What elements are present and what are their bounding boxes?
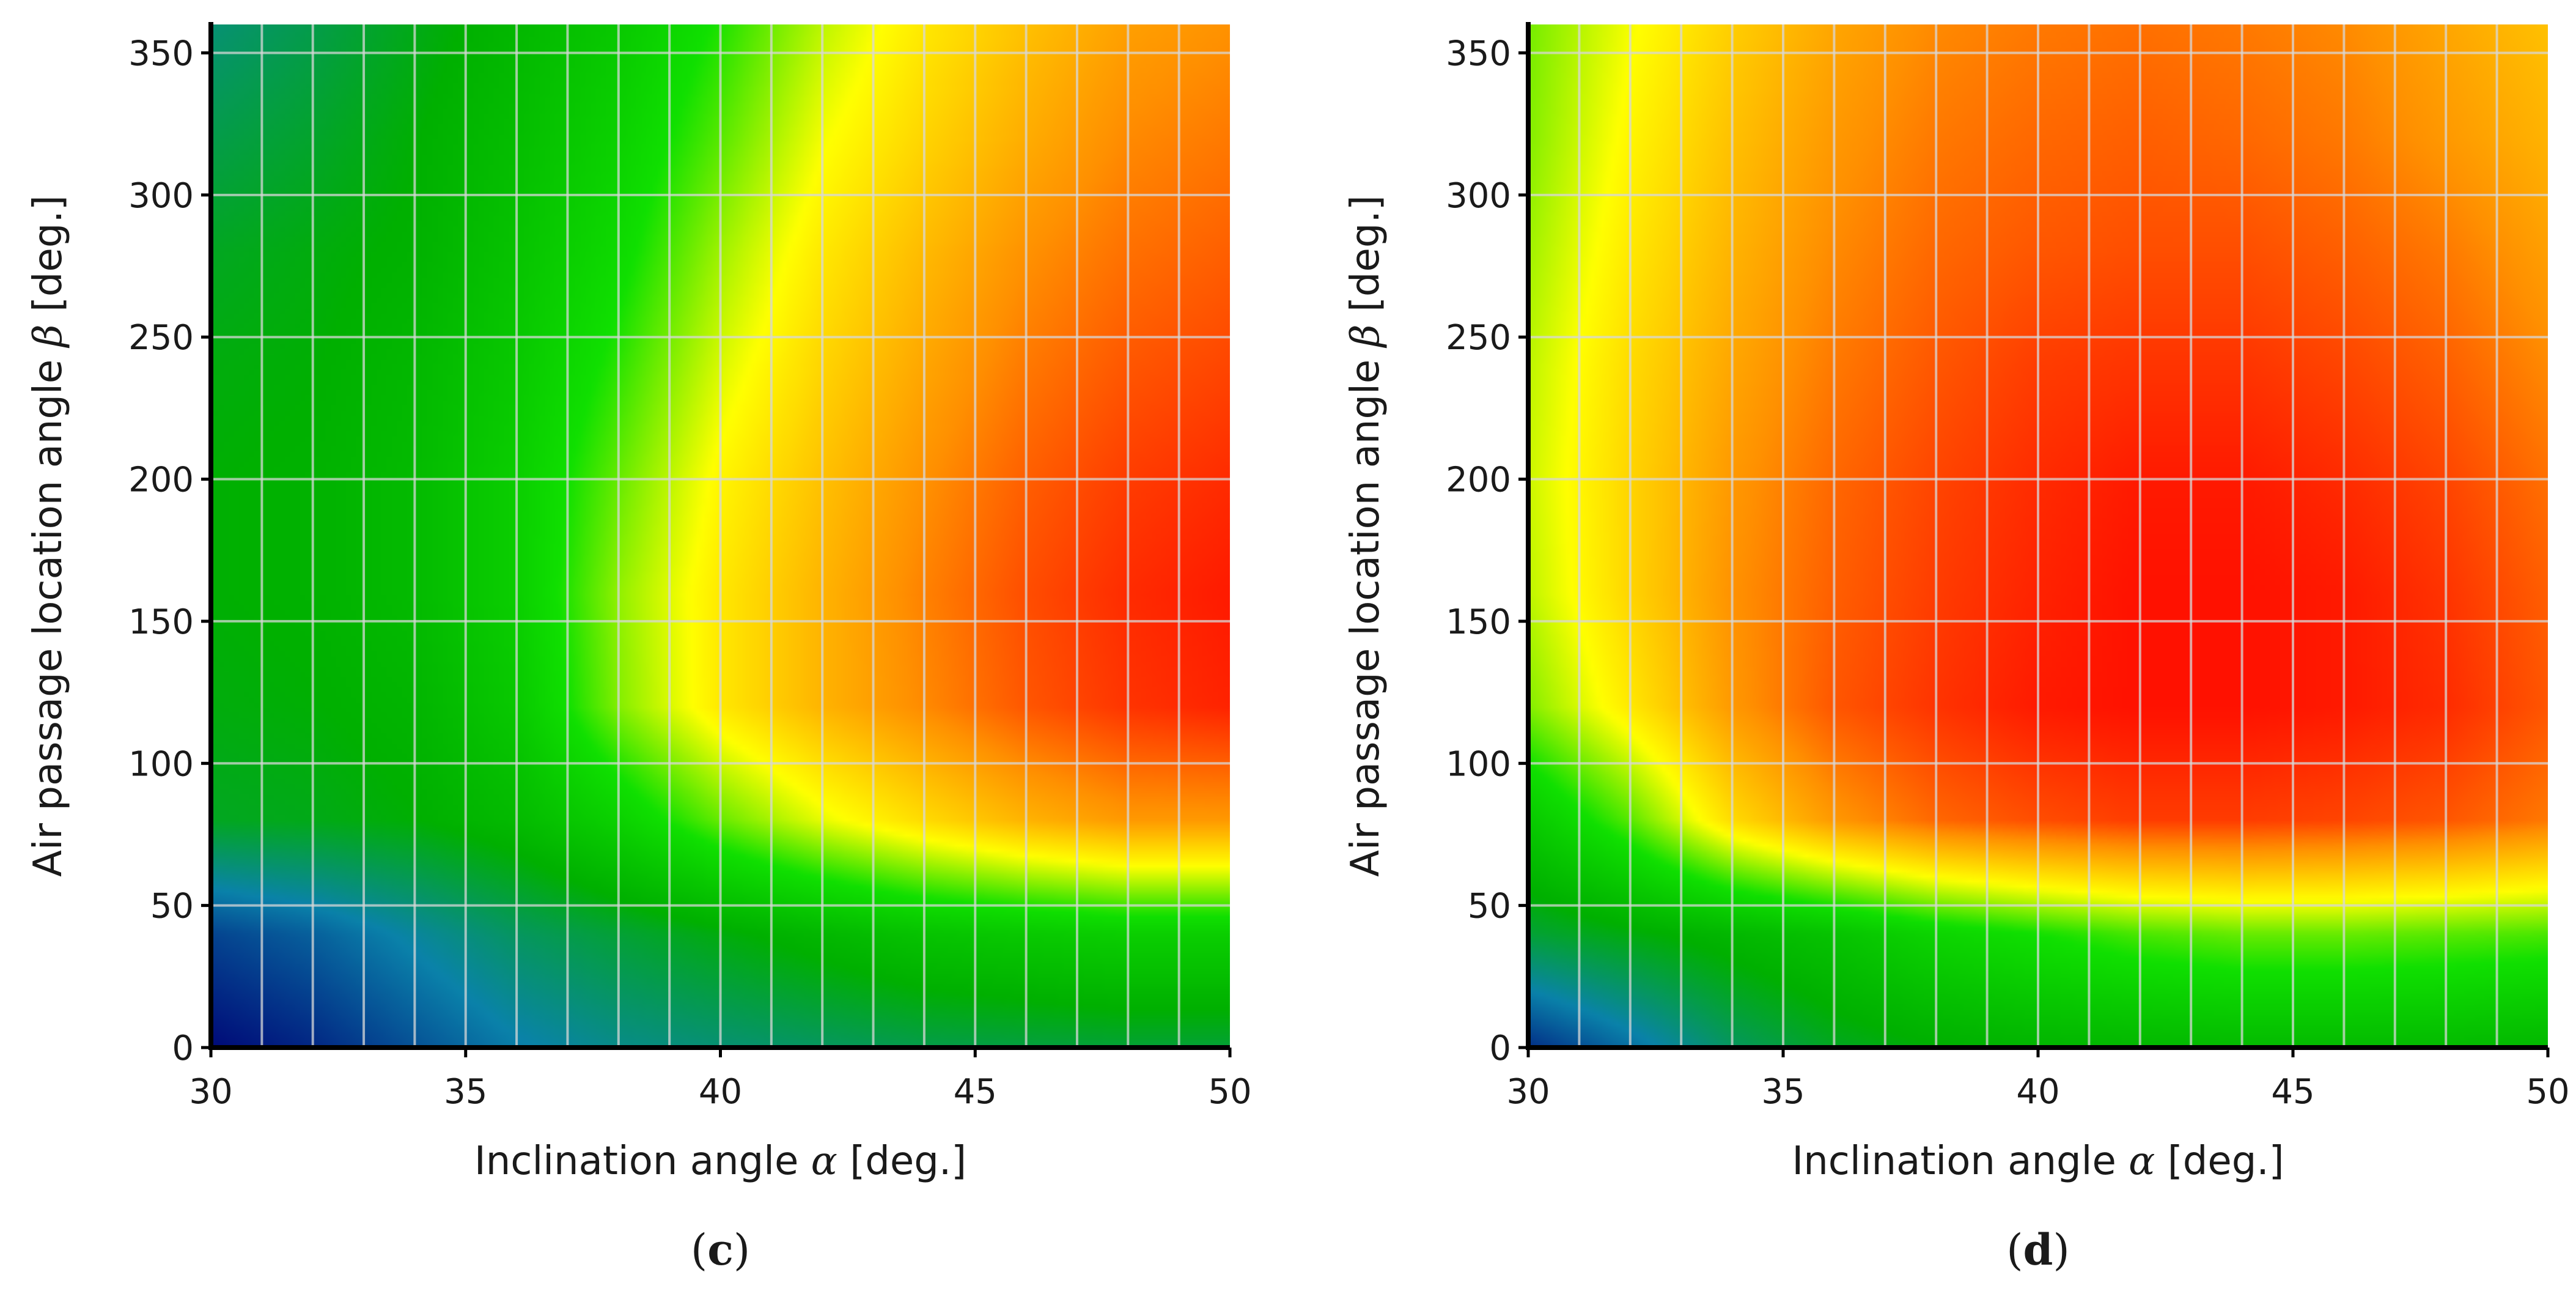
y-axis-label: Air passage location angle β [deg.] [1343, 195, 1388, 877]
y-tick-label: 0 [172, 1029, 194, 1068]
y-tick-label: 250 [1446, 318, 1511, 358]
y-tick-label: 0 [1489, 1029, 1511, 1068]
x-tick-label: 30 [189, 1072, 232, 1112]
y-tick-label: 150 [128, 602, 194, 642]
panel-c: 0 50 100 150 200 250 300 350 30 35 40 45 50 Inclinati… [26, 22, 1252, 1275]
y-tick-label: 350 [128, 34, 194, 73]
x-tick-label: 45 [954, 1072, 997, 1112]
x-tick-label: 35 [444, 1072, 487, 1112]
x-tick-label: 40 [2016, 1072, 2059, 1112]
x-tick-label: 35 [1761, 1072, 1805, 1112]
y-tick-label: 100 [128, 744, 194, 784]
x-tick-label: 30 [1506, 1072, 1550, 1112]
y-tick-label: 50 [1468, 887, 1511, 926]
panel-d: 0 50 100 150 200 250 300 350 30 35 40 45 50 Inclinati… [1343, 22, 2570, 1275]
y-tick-label: 150 [1446, 602, 1511, 642]
x-tick-label: 40 [699, 1072, 742, 1112]
y-tick-label: 200 [1446, 460, 1511, 500]
panel-label: (d) [2006, 1224, 2070, 1275]
x-tick-label: 45 [2271, 1072, 2314, 1112]
y-tick-label: 200 [128, 460, 194, 500]
y-tick-label: 50 [150, 887, 194, 926]
x-axis-label: Inclination angle α [deg.] [474, 1139, 966, 1184]
x-tick-label: 50 [2526, 1072, 2569, 1112]
panel-label: (c) [691, 1224, 750, 1275]
y-tick-label: 300 [1446, 176, 1511, 216]
y-tick-label: 100 [1446, 744, 1511, 784]
y-tick-label: 250 [128, 318, 194, 358]
y-tick-label: 350 [1446, 34, 1511, 73]
y-tick-label: 300 [128, 176, 194, 216]
x-axis-label: Inclination angle α [deg.] [1792, 1139, 2284, 1184]
y-axis-label: Air passage location angle β [deg.] [26, 195, 71, 877]
x-tick-label: 50 [1208, 1072, 1251, 1112]
